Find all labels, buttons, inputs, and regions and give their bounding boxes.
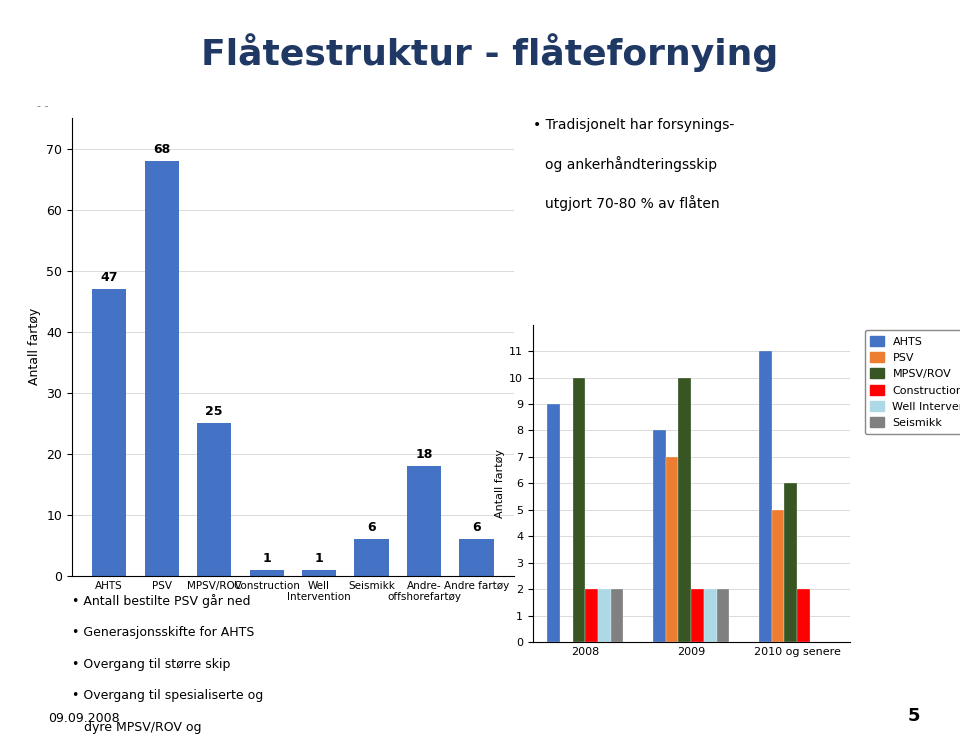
Text: Flåtestruktur - flåtefornying: Flåtestruktur - flåtefornying — [201, 33, 779, 72]
Text: 5: 5 — [907, 707, 920, 725]
Text: • Overgang til spesialiserte og: • Overgang til spesialiserte og — [72, 689, 263, 703]
Bar — [547, 404, 560, 642]
Y-axis label: Antall fartøy: Antall fartøy — [495, 449, 505, 518]
Text: og ankerhåndteringsskip: og ankerhåndteringsskip — [545, 156, 717, 173]
Text: • Tradisjonelt har forsynings-: • Tradisjonelt har forsynings- — [533, 118, 734, 132]
Bar — [572, 378, 586, 642]
Bar — [611, 589, 623, 642]
Text: 18: 18 — [416, 448, 433, 461]
Bar — [759, 351, 772, 642]
Text: 1: 1 — [262, 552, 271, 565]
Text: • Antall bestilte PSV går ned: • Antall bestilte PSV går ned — [72, 594, 251, 608]
Text: • Overgang til større skip: • Overgang til større skip — [72, 658, 230, 671]
Bar — [145, 161, 179, 576]
Text: 09.09.2008: 09.09.2008 — [48, 711, 120, 725]
Text: 68: 68 — [153, 143, 170, 156]
Bar — [679, 378, 691, 642]
Text: utgjort 70-80 % av flåten: utgjort 70-80 % av flåten — [545, 195, 720, 211]
Bar — [302, 570, 336, 576]
Text: 6: 6 — [368, 521, 375, 534]
Bar — [653, 430, 666, 642]
Text: 47: 47 — [101, 271, 118, 284]
Text: 1: 1 — [315, 552, 324, 565]
Bar — [460, 539, 493, 576]
Bar — [797, 589, 810, 642]
Bar — [586, 589, 598, 642]
Bar — [407, 466, 441, 576]
Bar — [784, 483, 797, 642]
Bar — [666, 457, 679, 642]
Bar — [691, 589, 704, 642]
Text: 25: 25 — [205, 405, 223, 418]
Bar — [772, 510, 784, 642]
Y-axis label: Antall fartøy: Antall fartøy — [28, 308, 40, 385]
Text: dyre MPSV/ROV og: dyre MPSV/ROV og — [84, 721, 202, 734]
Bar — [716, 589, 730, 642]
Text: • Generasjonsskifte for AHTS: • Generasjonsskifte for AHTS — [72, 626, 254, 639]
Bar — [354, 539, 389, 576]
Bar — [92, 289, 126, 576]
Bar — [197, 423, 231, 576]
Text: - -: - - — [36, 101, 48, 111]
Bar — [704, 589, 716, 642]
Bar — [598, 589, 611, 642]
Text: 6: 6 — [472, 521, 481, 534]
Legend: AHTS, PSV, MPSV/ROV, Construction, Well Intervention, Seismikk: AHTS, PSV, MPSV/ROV, Construction, Well … — [865, 331, 960, 434]
Bar — [250, 570, 283, 576]
